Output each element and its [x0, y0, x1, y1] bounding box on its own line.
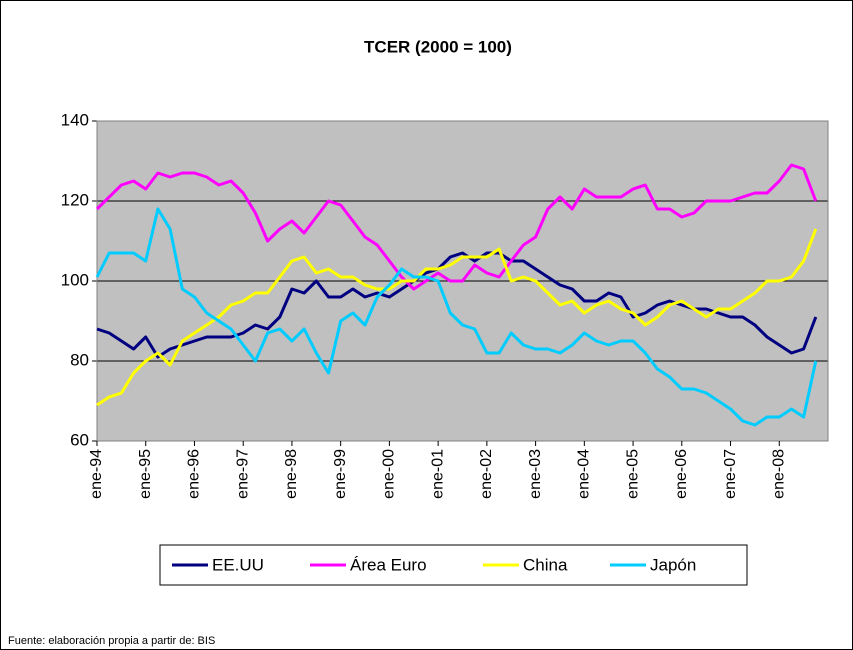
x-tick-label: ene-07 — [722, 449, 739, 499]
x-tick-label: ene-06 — [673, 449, 690, 499]
series-line — [95, 163, 818, 291]
y-tick-label: 60 — [70, 430, 89, 449]
x-tick-label: ene-97 — [234, 449, 251, 499]
x-tick-label: ene-01 — [429, 449, 446, 499]
chart-title: TCER (2000 = 100) — [364, 37, 512, 56]
y-tick-label: 100 — [61, 270, 89, 289]
x-tick-label: ene-95 — [137, 449, 154, 499]
y-tick-label: 80 — [70, 350, 89, 369]
legend-label: Área Euro — [350, 555, 427, 574]
x-tick-label: ene-94 — [88, 449, 105, 499]
series-line — [95, 207, 818, 427]
y-tick-label: 140 — [61, 110, 89, 129]
legend-label: Japón — [650, 555, 696, 574]
legend-label: EE.UU — [212, 555, 264, 574]
x-tick-label: ene-98 — [283, 449, 300, 499]
y-tick-label: 120 — [61, 190, 89, 209]
x-tick-label: ene-99 — [332, 449, 349, 499]
legend-box — [159, 544, 748, 586]
x-tick-label: ene-05 — [624, 449, 641, 499]
plot-border — [96, 120, 829, 442]
x-tick-label: ene-03 — [527, 449, 544, 499]
x-tick-label: ene-00 — [381, 449, 398, 499]
x-tick-label: ene-08 — [770, 449, 787, 499]
x-tick-label: ene-02 — [478, 449, 495, 499]
x-tick-label: ene-96 — [186, 449, 203, 499]
source-note: Fuente: elaboración propia a partir de: … — [8, 635, 215, 647]
x-tick-label: ene-04 — [576, 449, 593, 499]
legend-label: China — [523, 555, 568, 574]
